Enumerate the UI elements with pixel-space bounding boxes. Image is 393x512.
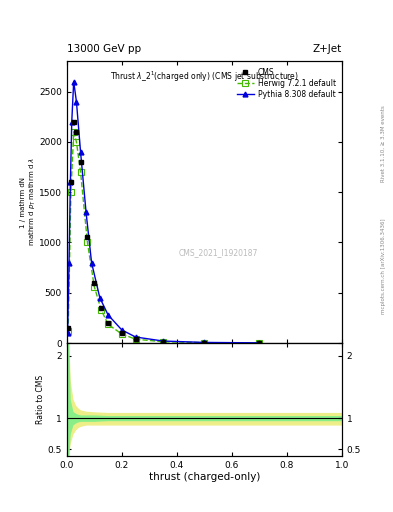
Text: mcplots.cern.ch [arXiv:1306.3436]: mcplots.cern.ch [arXiv:1306.3436] bbox=[381, 219, 386, 314]
Text: CMS_2021_I1920187: CMS_2021_I1920187 bbox=[178, 248, 258, 258]
Legend: CMS, Herwig 7.2.1 default, Pythia 8.308 default: CMS, Herwig 7.2.1 default, Pythia 8.308 … bbox=[235, 65, 338, 101]
Text: Rivet 3.1.10, ≥ 3.3M events: Rivet 3.1.10, ≥ 3.3M events bbox=[381, 105, 386, 182]
Text: Thrust $\lambda\_2^1$(charged only) (CMS jet substructure): Thrust $\lambda\_2^1$(charged only) (CMS… bbox=[110, 70, 299, 84]
X-axis label: thrust (charged-only): thrust (charged-only) bbox=[149, 472, 260, 482]
Y-axis label: 1 / mathrm dN
 mathrm d $p_T$ mathrm d $\lambda$: 1 / mathrm dN mathrm d $p_T$ mathrm d $\… bbox=[20, 157, 38, 248]
Y-axis label: Ratio to CMS: Ratio to CMS bbox=[36, 375, 45, 424]
Text: 13000 GeV pp: 13000 GeV pp bbox=[67, 44, 141, 54]
Text: Z+Jet: Z+Jet bbox=[313, 44, 342, 54]
